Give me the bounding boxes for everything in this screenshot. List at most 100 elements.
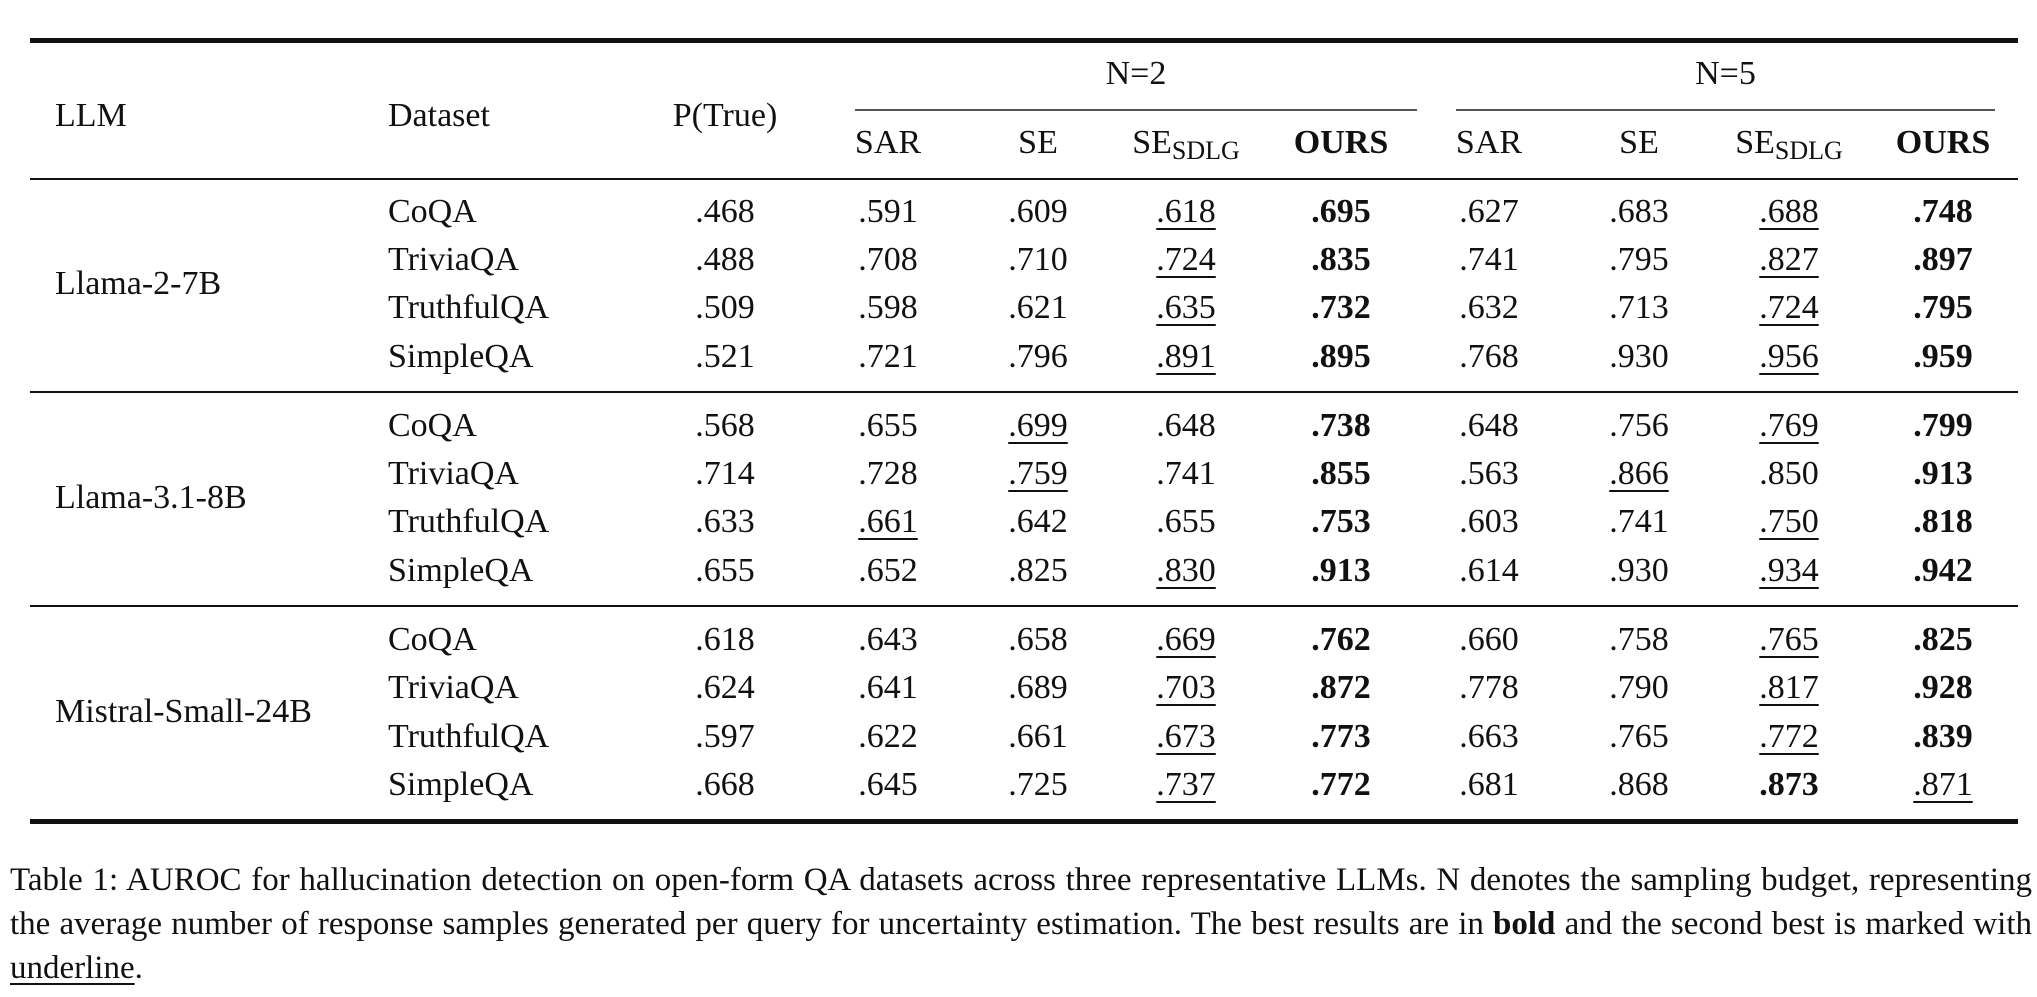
score-cell: .897	[1913, 240, 1973, 278]
score-cell: .648	[1156, 406, 1216, 444]
score-cell: .668	[695, 765, 755, 803]
rule	[1456, 109, 1995, 111]
score-cell: .689	[1008, 669, 1068, 707]
score-cell: .632	[1459, 289, 1519, 327]
score-cell: .627	[1459, 192, 1519, 230]
score-cell: .818	[1913, 503, 1973, 541]
score-cell: .830	[1156, 551, 1216, 589]
score-cell: .468	[695, 192, 755, 230]
score-cell: .591	[858, 192, 918, 230]
score-cell: .873	[1759, 765, 1819, 803]
score-cell: .741	[1156, 455, 1216, 493]
score-cell: .655	[695, 551, 755, 589]
dataset-name: TriviaQA	[388, 455, 519, 493]
rule	[30, 605, 2018, 607]
dataset-name: TruthfulQA	[388, 717, 550, 755]
score-cell: .817	[1759, 669, 1819, 707]
rule	[855, 109, 1417, 111]
score-cell: .710	[1008, 240, 1068, 278]
score-cell: .825	[1008, 551, 1068, 589]
score-cell: .609	[1008, 192, 1068, 230]
score-cell: .645	[858, 765, 918, 803]
score-cell: .895	[1311, 337, 1371, 375]
score-cell: .695	[1311, 192, 1371, 230]
score-cell: .799	[1913, 406, 1973, 444]
dataset-name: CoQA	[388, 621, 477, 658]
score-cell: .633	[695, 503, 755, 541]
score-cell: .930	[1609, 337, 1669, 375]
score-cell: .868	[1609, 765, 1669, 803]
header-llm: LLM	[55, 97, 127, 134]
column-header: SAR	[855, 123, 921, 163]
score-cell: .768	[1459, 337, 1519, 375]
column-header: SE	[1018, 123, 1058, 163]
score-cell: .699	[1008, 406, 1068, 444]
score-cell: .956	[1759, 337, 1819, 375]
column-header: SE	[1619, 123, 1659, 163]
score-cell: .756	[1609, 406, 1669, 444]
score-cell: .795	[1913, 289, 1973, 327]
score-cell: .959	[1913, 337, 1973, 375]
score-cell: .741	[1609, 503, 1669, 541]
column-name: SAR	[1455, 124, 1523, 161]
column-header: OURS	[1294, 123, 1388, 163]
score-cell: .930	[1609, 551, 1669, 589]
score-cell: .732	[1311, 289, 1371, 327]
rule	[30, 391, 2018, 393]
column-subscript: SDLG	[1171, 136, 1240, 165]
score-cell: .839	[1913, 717, 1973, 755]
caption-text: and the second best is marked with	[1555, 906, 2032, 942]
score-cell: .737	[1156, 765, 1216, 803]
score-cell: .855	[1311, 455, 1371, 493]
score-cell: .871	[1913, 765, 1973, 803]
score-cell: .835	[1311, 240, 1371, 278]
score-cell: .563	[1459, 455, 1519, 493]
score-cell: .618	[695, 621, 755, 658]
score-cell: .796	[1008, 337, 1068, 375]
column-header: SAR	[1456, 123, 1522, 163]
column-name: SE	[1619, 124, 1659, 161]
score-cell: .913	[1311, 551, 1371, 589]
score-cell: .928	[1913, 669, 1973, 707]
score-cell: .568	[695, 406, 755, 444]
score-cell: .635	[1156, 289, 1216, 327]
score-cell: .703	[1156, 669, 1216, 707]
score-cell: .773	[1311, 717, 1371, 755]
score-cell: .655	[858, 406, 918, 444]
score-cell: .663	[1459, 717, 1519, 755]
score-cell: .772	[1759, 717, 1819, 755]
caption-text: underline	[10, 950, 135, 986]
llm-name: Mistral-Small-24B	[55, 693, 312, 731]
dataset-name: SimpleQA	[388, 765, 534, 803]
score-cell: .795	[1609, 240, 1669, 278]
column-name: SE	[1735, 124, 1775, 161]
score-cell: .714	[695, 455, 755, 493]
score-cell: .624	[695, 669, 755, 707]
score-cell: .872	[1311, 669, 1371, 707]
score-cell: .866	[1609, 455, 1669, 493]
score-cell: .738	[1311, 406, 1371, 444]
score-cell: .913	[1913, 455, 1973, 493]
caption-text: Table 1: AUROC for hallucination detecti…	[10, 862, 2032, 942]
score-cell: .621	[1008, 289, 1068, 327]
group-header: N=2	[1105, 55, 1167, 92]
column-header: SESDLG	[1735, 123, 1843, 165]
dataset-name: SimpleQA	[388, 551, 534, 589]
score-cell: .673	[1156, 717, 1216, 755]
caption-text: bold	[1493, 906, 1556, 942]
dataset-name: TruthfulQA	[388, 503, 550, 541]
score-cell: .725	[1008, 765, 1068, 803]
score-cell: .827	[1759, 240, 1819, 278]
score-cell: .618	[1156, 192, 1216, 230]
column-subscript: SDLG	[1774, 136, 1843, 165]
rule	[30, 818, 2018, 824]
score-cell: .748	[1913, 192, 1973, 230]
score-cell: .642	[1008, 503, 1068, 541]
score-cell: .762	[1311, 621, 1371, 658]
rule	[30, 37, 2018, 43]
score-cell: .655	[1156, 503, 1216, 541]
score-cell: .509	[695, 289, 755, 327]
score-cell: .758	[1609, 621, 1669, 658]
score-cell: .641	[858, 669, 918, 707]
